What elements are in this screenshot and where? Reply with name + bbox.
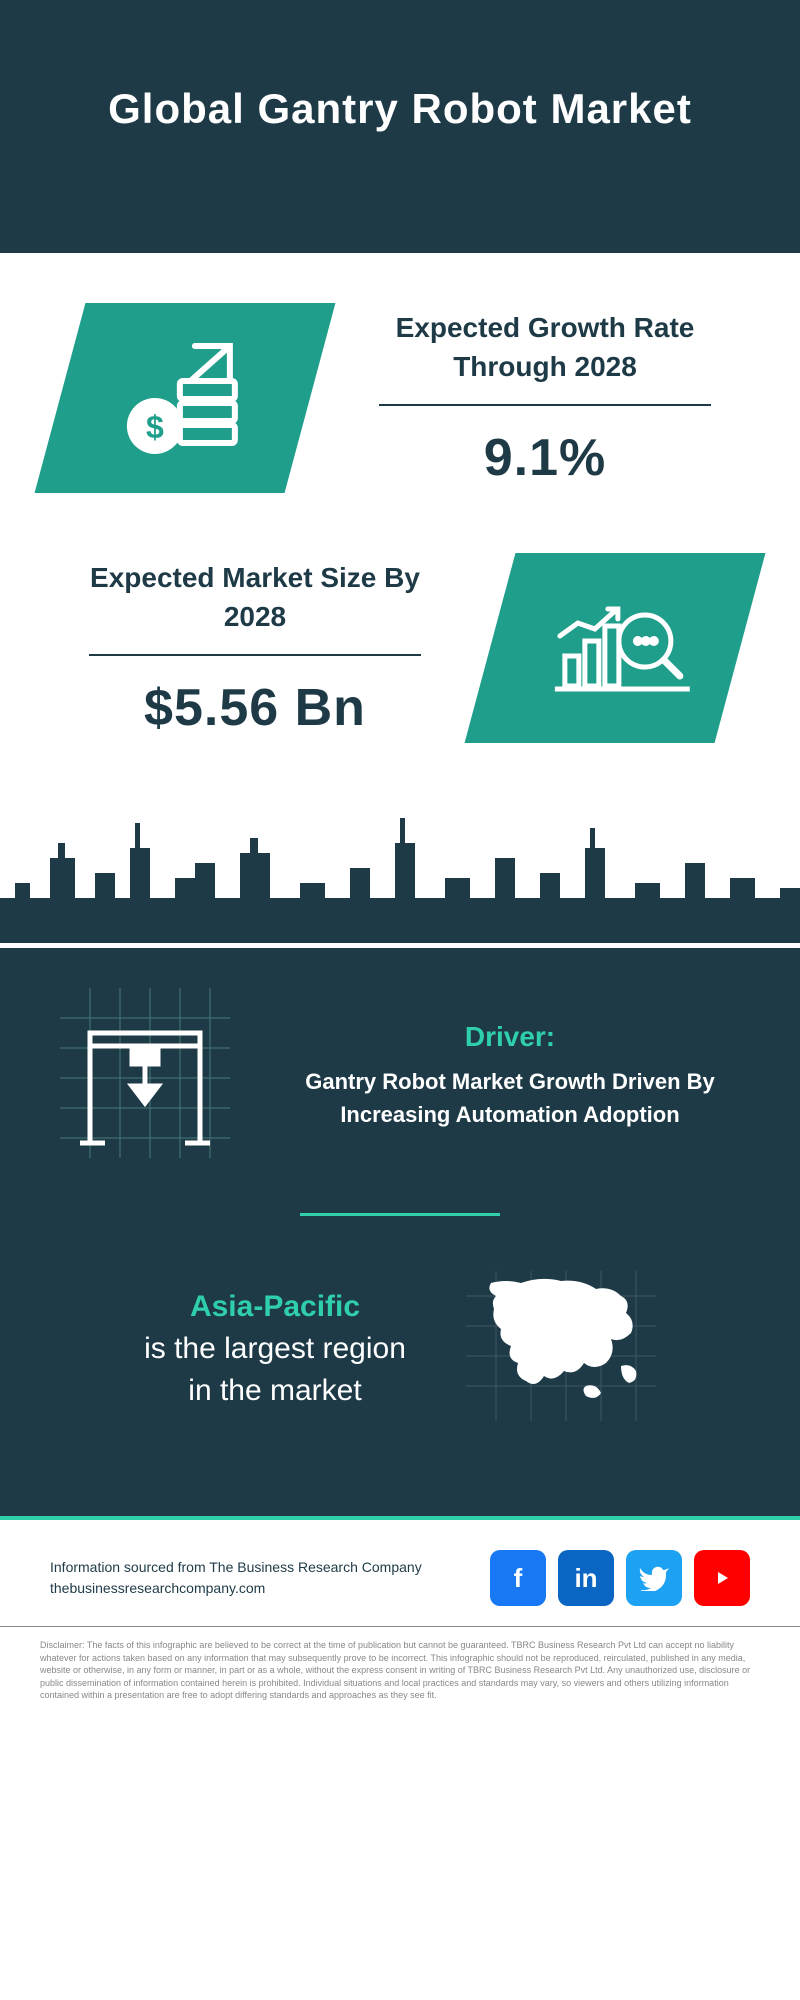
footer-line2: thebusinessresearchcompany.com xyxy=(50,1578,422,1599)
page-title: Global Gantry Robot Market xyxy=(60,85,740,133)
divider xyxy=(379,404,711,406)
growth-rate-row: $ Expected Growth Rate Through 2028 9.1% xyxy=(60,303,740,493)
chart-magnify-icon xyxy=(540,581,690,716)
driver-label: Driver: xyxy=(280,1021,740,1053)
footer: Information sourced from The Business Re… xyxy=(0,1516,800,1626)
market-label: Expected Market Size By 2028 xyxy=(60,558,450,636)
twitter-icon[interactable] xyxy=(626,1550,682,1606)
asia-map-icon xyxy=(466,1271,656,1426)
market-size-row: Expected Market Size By 2028 $5.56 Bn xyxy=(60,553,740,743)
linkedin-icon[interactable]: in xyxy=(558,1550,614,1606)
region-highlight: Asia-Pacific xyxy=(190,1290,360,1323)
market-value: $5.56 Bn xyxy=(60,678,450,738)
footer-line1: Information sourced from The Business Re… xyxy=(50,1557,422,1578)
disclaimer-text: Disclaimer: The facts of this infographi… xyxy=(0,1626,800,1732)
growth-icon-container: $ xyxy=(35,303,336,493)
svg-text:$: $ xyxy=(146,409,164,445)
market-text: Expected Market Size By 2028 $5.56 Bn xyxy=(60,558,450,738)
driver-row: Driver: Gantry Robot Market Growth Drive… xyxy=(60,988,740,1163)
driver-text: Driver: Gantry Robot Market Growth Drive… xyxy=(280,1021,740,1131)
money-growth-icon: $ xyxy=(110,331,260,466)
growth-value: 9.1% xyxy=(350,428,740,488)
footer-attribution: Information sourced from The Business Re… xyxy=(50,1557,422,1599)
gantry-icon xyxy=(60,988,230,1163)
region-rest-2: in the market xyxy=(188,1374,361,1407)
growth-label: Expected Growth Rate Through 2028 xyxy=(350,308,740,386)
divider xyxy=(89,654,421,656)
facebook-icon[interactable]: f xyxy=(490,1550,546,1606)
growth-text: Expected Growth Rate Through 2028 9.1% xyxy=(350,308,740,488)
youtube-icon[interactable] xyxy=(694,1550,750,1606)
region-rest-1: is the largest region xyxy=(144,1332,406,1365)
region-text: Asia-Pacific is the largest region in th… xyxy=(144,1286,406,1412)
dark-section: Driver: Gantry Robot Market Growth Drive… xyxy=(0,948,800,1516)
driver-description: Gantry Robot Market Growth Driven By Inc… xyxy=(280,1065,740,1131)
region-row: Asia-Pacific is the largest region in th… xyxy=(60,1271,740,1426)
header-banner: Global Gantry Robot Market xyxy=(0,0,800,253)
accent-divider xyxy=(300,1213,500,1216)
market-icon-container xyxy=(465,553,766,743)
social-icons: f in xyxy=(490,1550,750,1606)
skyline-silhouette xyxy=(0,803,800,943)
stats-section: $ Expected Growth Rate Through 2028 9.1% xyxy=(0,253,800,743)
